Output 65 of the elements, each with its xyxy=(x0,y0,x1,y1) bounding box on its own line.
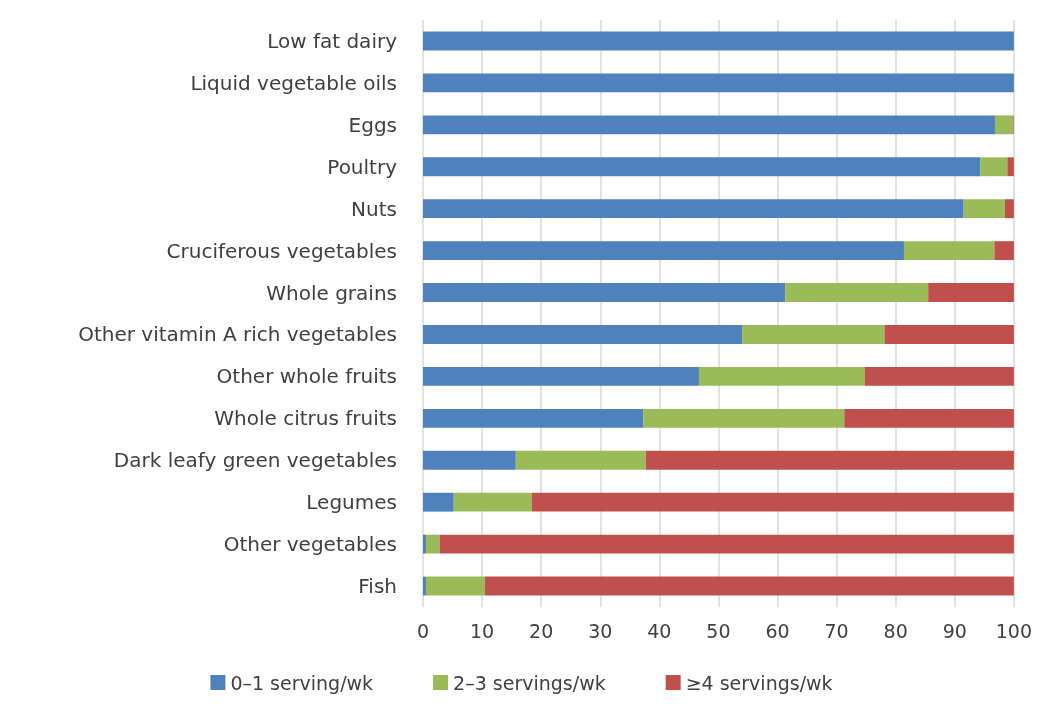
bar xyxy=(903,241,995,261)
bar xyxy=(453,492,532,512)
x-tick-label: 70 xyxy=(824,619,849,642)
bar xyxy=(423,241,904,261)
legend-label: 2–3 servings/wk xyxy=(453,671,606,694)
bar xyxy=(698,366,865,386)
bar xyxy=(485,576,1014,596)
y-tick-label: Poultry xyxy=(327,154,398,179)
bar xyxy=(742,325,885,344)
x-tick-label: 0 xyxy=(416,619,430,642)
y-tick-label: Dark leafy green vegetables xyxy=(113,448,397,473)
bar xyxy=(785,283,929,302)
bar xyxy=(423,115,995,135)
y-tick-label: Other vitamin A rich vegetables xyxy=(78,322,397,347)
bar xyxy=(423,283,786,302)
y-tick-label: Whole citrus fruits xyxy=(214,406,397,431)
y-tick-label: Other vegetables xyxy=(223,532,397,557)
x-tick-label: 90 xyxy=(942,619,967,642)
y-tick-label: Eggs xyxy=(348,112,397,137)
legend-label: 0–1 serving/wk xyxy=(230,671,374,694)
x-tick-label: 30 xyxy=(588,619,613,642)
legend-label: ≥4 servings/wk xyxy=(685,671,833,694)
bar xyxy=(423,534,426,554)
bar xyxy=(439,534,1014,554)
y-tick-label: Liquid vegetable oils xyxy=(190,70,397,95)
x-tick-label: 20 xyxy=(529,619,554,642)
bar xyxy=(980,157,1008,177)
bar xyxy=(425,534,440,554)
bar xyxy=(994,241,1014,261)
x-tick-label: 100 xyxy=(995,619,1032,642)
y-tick-label: Cruciferous vegetables xyxy=(166,238,397,263)
bar xyxy=(423,157,981,177)
x-tick-label: 40 xyxy=(647,619,672,642)
bar xyxy=(884,325,1014,344)
bar xyxy=(423,199,964,219)
bar xyxy=(1007,157,1014,177)
bar xyxy=(423,73,1014,93)
y-tick-label: Whole grains xyxy=(266,280,397,305)
bar xyxy=(423,408,644,428)
bar xyxy=(928,283,1014,302)
bar xyxy=(423,325,743,344)
bar xyxy=(423,576,426,596)
y-tick-label: Nuts xyxy=(351,196,397,221)
y-tick-label: Fish xyxy=(358,574,397,599)
bar xyxy=(423,366,699,386)
bar xyxy=(864,366,1014,386)
bar xyxy=(423,450,516,470)
y-tick-label: Other whole fruits xyxy=(216,364,397,389)
bar xyxy=(531,492,1014,512)
x-tick-label: 60 xyxy=(765,619,790,642)
bar xyxy=(963,199,1005,219)
y-tick-label: Legumes xyxy=(306,490,397,515)
bar xyxy=(515,450,646,470)
x-tick-label: 50 xyxy=(706,619,731,642)
bar xyxy=(423,492,454,512)
bar xyxy=(423,31,1014,51)
bar xyxy=(425,576,486,596)
x-tick-label: 10 xyxy=(469,619,495,642)
bar xyxy=(994,115,1014,135)
y-tick-label: Low fat dairy xyxy=(267,28,398,53)
bar xyxy=(844,408,1014,428)
bar xyxy=(643,408,845,428)
x-tick-label: 80 xyxy=(883,619,908,642)
bar xyxy=(1005,199,1014,219)
bar xyxy=(645,450,1014,470)
